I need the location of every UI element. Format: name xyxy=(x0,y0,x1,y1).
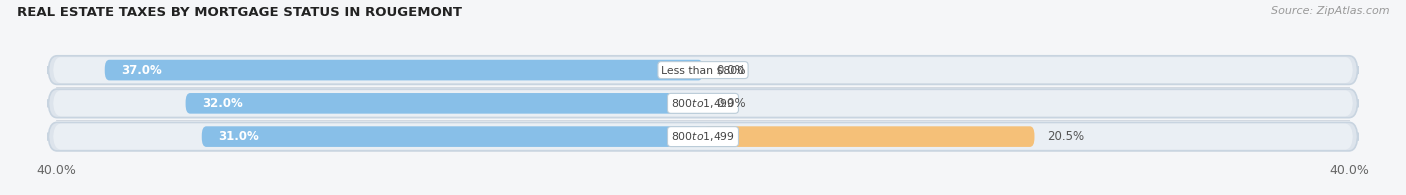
Text: 37.0%: 37.0% xyxy=(121,64,162,77)
FancyBboxPatch shape xyxy=(48,122,1358,151)
Text: 32.0%: 32.0% xyxy=(202,97,242,110)
Text: 31.0%: 31.0% xyxy=(218,130,259,143)
FancyBboxPatch shape xyxy=(186,93,703,114)
Text: Source: ZipAtlas.com: Source: ZipAtlas.com xyxy=(1271,6,1389,16)
FancyBboxPatch shape xyxy=(703,126,1035,147)
FancyBboxPatch shape xyxy=(202,126,703,147)
Text: 0.0%: 0.0% xyxy=(716,64,745,77)
FancyBboxPatch shape xyxy=(48,89,1358,118)
FancyBboxPatch shape xyxy=(53,90,1353,116)
Text: 0.0%: 0.0% xyxy=(716,97,745,110)
FancyBboxPatch shape xyxy=(48,56,1358,84)
FancyBboxPatch shape xyxy=(104,60,703,80)
Text: 20.5%: 20.5% xyxy=(1047,130,1084,143)
Text: Less than $800: Less than $800 xyxy=(661,65,745,75)
Text: $800 to $1,499: $800 to $1,499 xyxy=(671,97,735,110)
FancyBboxPatch shape xyxy=(53,124,1353,150)
Text: $800 to $1,499: $800 to $1,499 xyxy=(671,130,735,143)
FancyBboxPatch shape xyxy=(53,57,1353,83)
Text: REAL ESTATE TAXES BY MORTGAGE STATUS IN ROUGEMONT: REAL ESTATE TAXES BY MORTGAGE STATUS IN … xyxy=(17,6,463,19)
